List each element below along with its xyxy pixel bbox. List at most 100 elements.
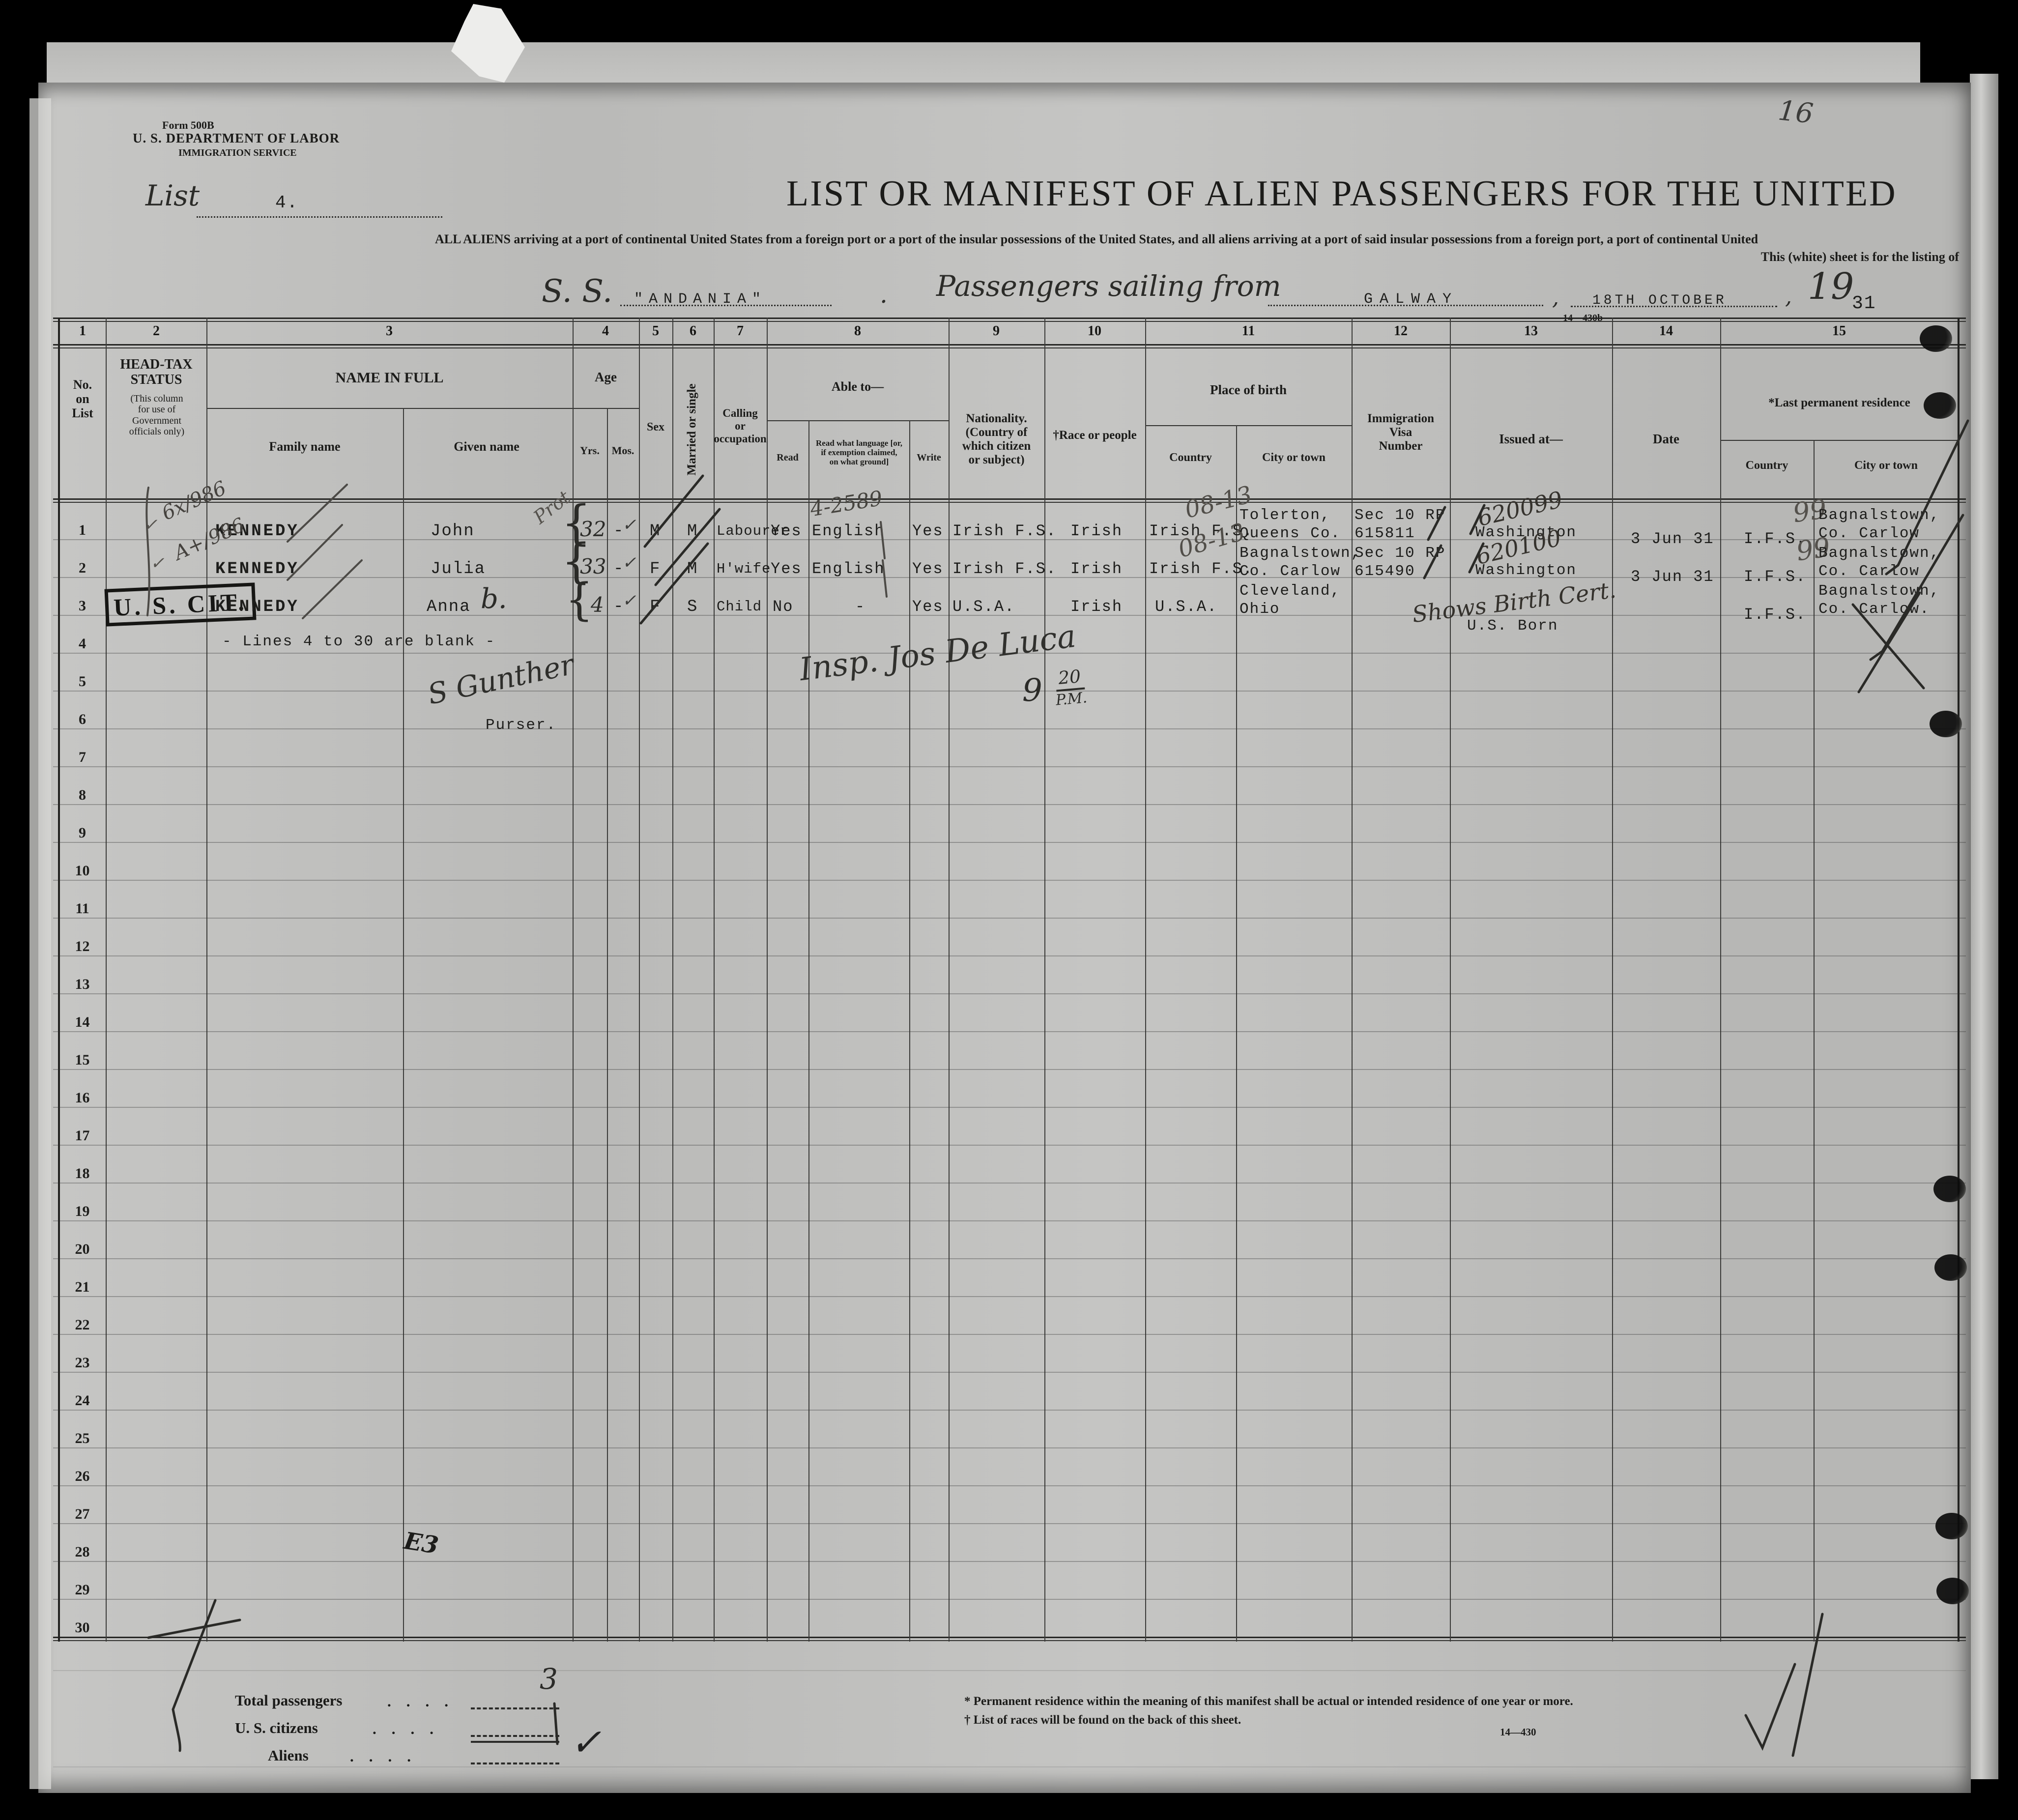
col-line-1 — [106, 318, 107, 1642]
race-3: Irish — [1070, 598, 1123, 616]
header-mos: Mos. — [611, 444, 634, 457]
header-head-tax: HEAD-TAX STATUS — [120, 357, 193, 388]
row-number: 5 — [79, 673, 86, 690]
nationality-2: Irish F.S. — [952, 560, 1057, 578]
age-mos-3: - — [613, 598, 625, 616]
header-residence-city: City or town — [1854, 459, 1918, 472]
header-no-on-list: No. on List — [72, 377, 93, 421]
total-passengers-line — [471, 1695, 559, 1709]
colnum-7: 7 — [737, 323, 744, 339]
birth-city-1-line1: Tolerton, — [1240, 507, 1331, 524]
mos-check-3: ✓ — [622, 591, 636, 610]
residence-city-3: Bagnalstown, Co. Carlow. — [1818, 582, 1940, 618]
ss-label: S. S. — [542, 273, 613, 310]
colnum-12: 12 — [1394, 323, 1408, 339]
sex-1: M — [650, 522, 661, 541]
row-number: 8 — [79, 787, 86, 803]
row-number: 18 — [75, 1165, 90, 1182]
lang-write-divider — [909, 420, 910, 1642]
row-rule — [53, 880, 1966, 881]
footnote-2: † List of races will be found on the bac… — [964, 1713, 1241, 1727]
table-top-rule2 — [53, 321, 1966, 322]
port-line — [1268, 285, 1543, 306]
colnum-rule2 — [53, 347, 1966, 348]
residence-country-city-divider — [1814, 440, 1815, 1642]
family-name-1: KENNEDY — [215, 522, 299, 541]
row-number: 12 — [75, 938, 90, 954]
table-left-border — [58, 318, 60, 1642]
margin-scribble-e3: E3 — [402, 1527, 440, 1560]
table-bottom-rule2 — [53, 1640, 1966, 1641]
col-line-13 — [1612, 318, 1613, 1642]
form-number: Form 500B — [162, 119, 214, 131]
form-code-bottom: 14—430 — [1500, 1726, 1536, 1738]
row-number: 6 — [79, 711, 86, 727]
row-rule — [53, 1599, 1966, 1600]
married-2: M — [687, 560, 698, 578]
header-residence-country: Country — [1745, 459, 1788, 472]
header-bottom-rule2 — [53, 502, 1966, 503]
row-rule — [53, 615, 1966, 616]
row-rule — [53, 1258, 1966, 1259]
aliens-check: ✓ — [570, 1720, 602, 1764]
row-number: 24 — [75, 1392, 90, 1409]
header-date: Date — [1653, 432, 1679, 446]
given-name-1: John — [431, 522, 475, 541]
given-name-note-3: b. — [481, 583, 507, 615]
residence-city-3-line2: Co. Carlow. — [1818, 601, 1930, 618]
table-top-rule — [53, 318, 1966, 319]
header-read: Read — [777, 452, 799, 463]
row-number: 13 — [75, 976, 90, 992]
issued-at-2: Washington — [1475, 562, 1577, 579]
year-printed: 19 — [1808, 265, 1854, 308]
footnote-1: * Permanent residence within the meaning… — [964, 1695, 1573, 1708]
list-number-line — [197, 197, 442, 218]
read-lang-divider — [808, 420, 809, 1642]
us-born-3: U.S. Born — [1467, 617, 1558, 635]
birth-city-3-line1: Cleveland, — [1240, 582, 1341, 600]
header-issued-at: Issued at— — [1499, 432, 1563, 446]
write-2: Yes — [912, 560, 944, 578]
residence-city-1: Bagnalstown, Co. Carlow — [1818, 506, 1940, 543]
purser-label: Purser. — [486, 717, 557, 734]
colnum-8: 8 — [854, 323, 861, 339]
inspector-time-ampm: P.M. — [1055, 689, 1088, 709]
row-rule — [53, 653, 1966, 654]
row-rule — [53, 1523, 1966, 1524]
birth-city-3: Cleveland, Ohio — [1240, 582, 1341, 618]
row-rule — [53, 955, 1966, 956]
aliens-label: Aliens — [268, 1747, 309, 1764]
left-page-edge — [29, 98, 51, 1789]
col-line-12 — [1450, 318, 1451, 1642]
row-number: 14 — [75, 1014, 90, 1030]
punch-hole — [1936, 1578, 1969, 1604]
age-yrs-2: 33 — [580, 554, 606, 578]
comma-2: , — [1785, 284, 1792, 309]
birth-city-1-line2: Queens Co. — [1240, 525, 1341, 542]
header-family-name: Family name — [269, 439, 341, 454]
age-yrs-1: 32 — [580, 517, 606, 541]
row-rule — [53, 1372, 1966, 1373]
year-typed: 31 — [1852, 293, 1876, 314]
ss-period: . — [880, 280, 888, 309]
read-2: Yes — [771, 560, 802, 578]
given-name-3: Anna — [427, 598, 471, 616]
family-name-3: KENNEDY — [215, 598, 299, 616]
colnum-14: 14 — [1659, 323, 1673, 339]
punch-hole — [1934, 1254, 1967, 1281]
colnum-2: 2 — [153, 323, 160, 339]
date-line — [1571, 286, 1777, 307]
col-line-7 — [767, 318, 768, 1642]
birth-city-3-line2: Ohio — [1240, 601, 1280, 618]
residence-city-2: Bagnalstown, Co. Carlow — [1818, 544, 1940, 580]
us-citizens-underline — [471, 1741, 559, 1743]
us-citizens-line — [471, 1722, 559, 1737]
colnum-15: 15 — [1832, 323, 1846, 339]
birth-city-1: Tolerton, Queens Co. — [1240, 506, 1341, 543]
row-number: 20 — [75, 1241, 90, 1257]
visa-2-line2: 615490 — [1355, 563, 1415, 580]
row-rule — [53, 1410, 1966, 1411]
birth-country-1: Irish F.S. — [1149, 522, 1254, 540]
row-rule — [53, 918, 1966, 919]
colnum-6: 6 — [690, 323, 696, 339]
